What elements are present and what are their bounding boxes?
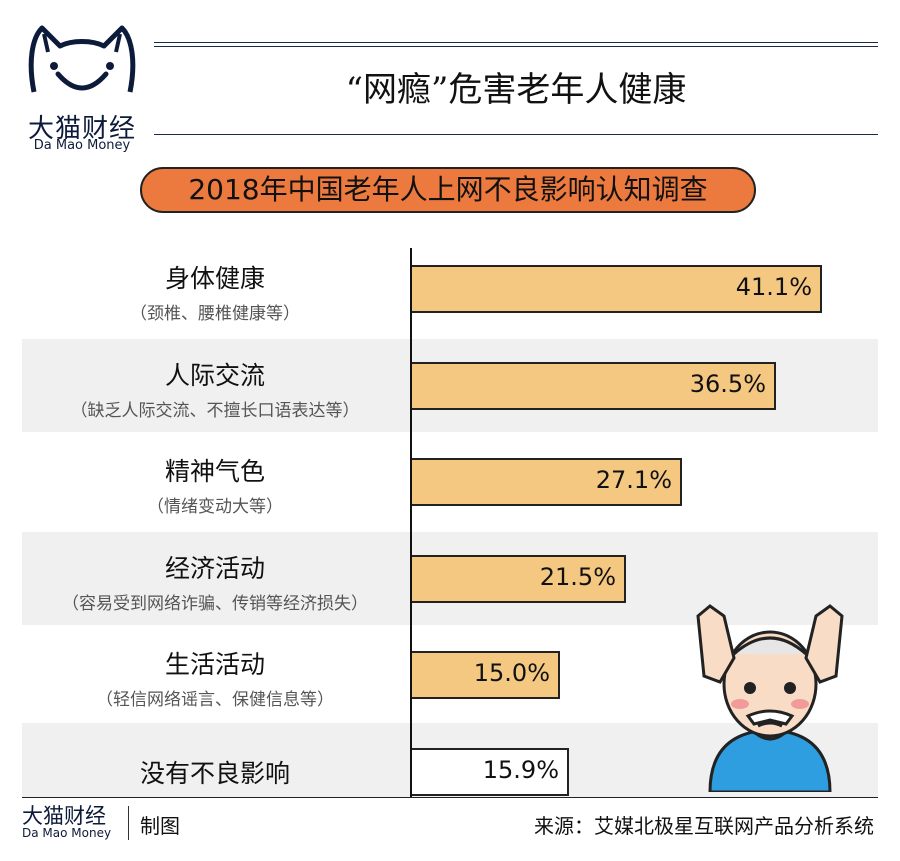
footer-rule [22, 797, 878, 798]
category-name: 精神气色 [164, 457, 265, 486]
elderly-headache-illustration [696, 604, 844, 792]
category-subtitle: （轻信网络谣言、保健信息等） [96, 690, 334, 710]
chart-title: 2018年中国老年人上网不良影响认知调查 [140, 167, 756, 213]
bar [410, 747, 569, 796]
category-label: 精神气色 （情绪变动大等） [22, 452, 408, 517]
bar-value-label: 21.5% [539, 562, 616, 591]
category-subtitle: （容易受到网络诈骗、传销等经济损失） [62, 593, 368, 614]
brand-logo: 大猫财经 Da Mao Money [14, 22, 150, 153]
header-rule-top-2 [154, 46, 878, 47]
footer-divider [128, 806, 129, 840]
footer-brand-en: Da Mao Money [22, 826, 112, 840]
bar [410, 651, 560, 699]
category-subtitle: （情绪变动大等） [147, 497, 283, 517]
category-subtitle: （缺乏人际交流、不擅长口语表达等） [70, 400, 360, 421]
bar-value-label: 41.1% [735, 273, 812, 301]
cat-logo-icon [28, 25, 136, 93]
category-label: 没有不良影响 [22, 754, 408, 790]
category-label: 身体健康 （颈椎、腰椎健康等） [22, 259, 408, 324]
bar-value-label: 27.1% [595, 466, 672, 494]
category-label: 人际交流 （缺乏人际交流、不擅长口语表达等） [22, 356, 408, 421]
category-label: 生活活动 （轻信网络谣言、保健信息等） [22, 645, 408, 710]
bar [410, 361, 776, 410]
bar-value-label: 36.5% [689, 369, 766, 398]
category-subtitle: （颈椎、腰椎健康等） [130, 304, 300, 324]
category-name: 身体健康 [164, 264, 265, 293]
category-name: 经济活动 [164, 553, 265, 583]
brand-name-en: Da Mao Money [33, 138, 131, 153]
header-rule-top [154, 42, 878, 43]
footer-made-label: 制图 [140, 814, 180, 838]
bar-value-label: 15.9% [482, 755, 559, 784]
category-label: 经济活动 （容易受到网络诈骗、传销等经济损失） [22, 549, 408, 614]
footer-source: 来源：艾媒北极星互联网产品分析系统 [534, 814, 874, 838]
category-name: 没有不良影响 [139, 758, 290, 788]
bar-value-label: 15.0% [473, 659, 550, 687]
footer-brand-cn: 大猫财经 [22, 804, 106, 828]
header-rule-bottom [154, 134, 878, 135]
y-axis-line [410, 248, 412, 797]
bar [410, 265, 822, 313]
brand-name-cn: 大猫财经 [27, 114, 136, 144]
category-name: 生活活动 [164, 650, 265, 679]
page-title: “网瘾”危害老年人健康 [345, 70, 687, 110]
category-name: 人际交流 [164, 360, 265, 390]
bar [410, 554, 626, 603]
